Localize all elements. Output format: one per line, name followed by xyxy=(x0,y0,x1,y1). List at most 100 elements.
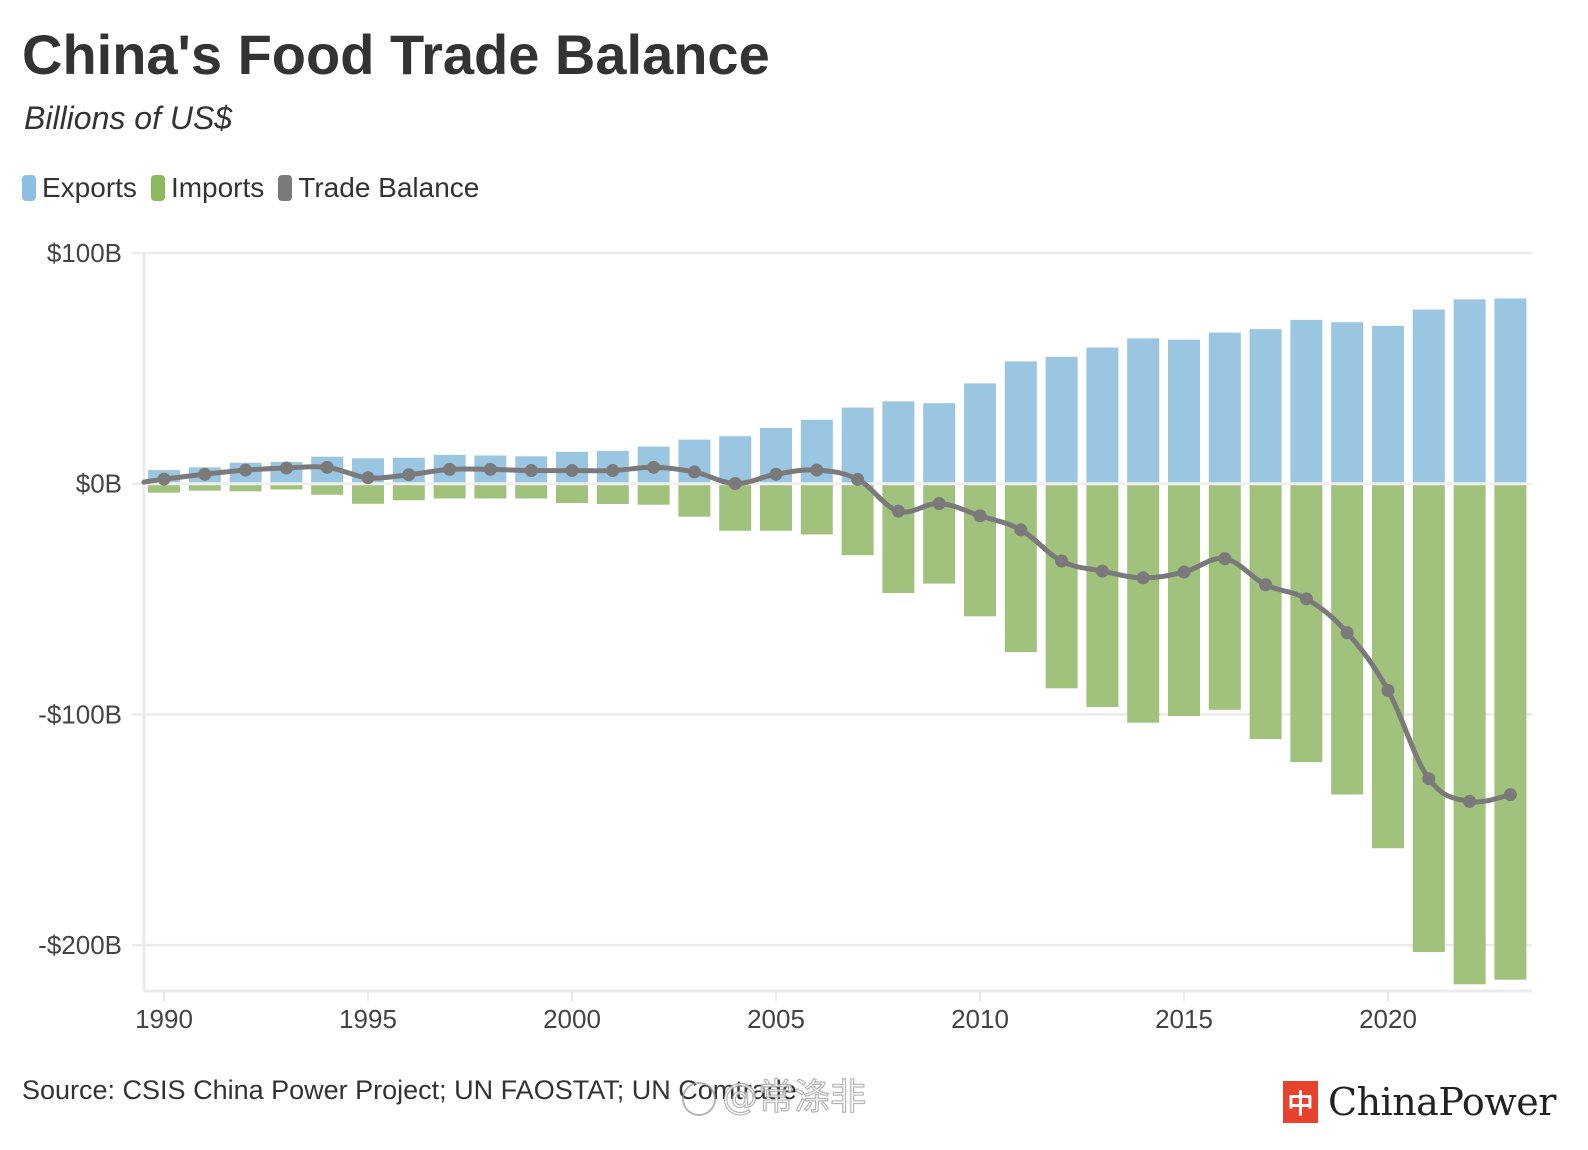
imports-bar xyxy=(1045,483,1078,689)
exports-bar xyxy=(1494,298,1527,484)
imports-bar xyxy=(1494,483,1527,980)
trade-balance-point xyxy=(239,463,253,477)
imports-bar xyxy=(474,483,507,499)
imports-bar xyxy=(964,483,996,617)
trade-balance-point xyxy=(1095,564,1109,578)
legend-item-trade-balance[interactable]: Trade Balance xyxy=(278,172,479,204)
trade-balance-point xyxy=(1055,554,1069,568)
legend-label-imports: Imports xyxy=(170,172,265,203)
trade-balance-point xyxy=(524,464,538,478)
trade-balance-line xyxy=(141,464,1513,805)
trade-balance-point xyxy=(973,509,987,523)
trade-balance-point xyxy=(769,467,783,481)
imports-bar xyxy=(188,483,221,491)
trade-balance-point xyxy=(1259,578,1273,592)
exports-bar xyxy=(841,407,874,484)
x-tick-label: 2005 xyxy=(747,1004,805,1034)
y-tick-label: $100B xyxy=(47,238,122,268)
trade-balance-point xyxy=(851,472,865,486)
imports-bar xyxy=(1208,483,1241,710)
trade-balance-point xyxy=(320,460,334,474)
trade-balance-point xyxy=(1340,626,1354,640)
exports-bar xyxy=(1453,299,1486,484)
trade-balance-point xyxy=(1218,552,1232,566)
exports-bars xyxy=(148,298,1527,484)
imports-bar xyxy=(1453,483,1486,985)
imports-bar xyxy=(515,483,548,499)
trade-balance-point xyxy=(1463,794,1477,808)
trade-balance-point xyxy=(728,476,742,490)
imports-bars xyxy=(148,483,1527,985)
exports-bar xyxy=(1127,338,1160,484)
imports-bar xyxy=(556,483,588,504)
x-axis-labels: 1990 1995 2000 2005 2010 2015 2020 xyxy=(135,1004,1417,1034)
y-tick-label: -$100B xyxy=(38,699,122,729)
brand-name: ChinaPower xyxy=(1328,1080,1556,1124)
exports-bar xyxy=(1208,332,1241,484)
chart-subtitle: Billions of US$ xyxy=(24,100,233,136)
imports-bar xyxy=(392,483,425,501)
exports-bar xyxy=(1290,319,1323,484)
brand[interactable]: 中 ChinaPower xyxy=(1283,1080,1556,1124)
imports-bar xyxy=(270,483,303,490)
imports-bar xyxy=(352,483,384,504)
x-tick-label: 1990 xyxy=(135,1004,193,1034)
trade-balance-point xyxy=(606,464,620,478)
trade-balance-point xyxy=(1381,683,1395,697)
legend-item-exports[interactable]: Exports xyxy=(22,172,137,204)
y-tick-label: -$200B xyxy=(38,930,122,960)
legend-item-imports[interactable]: Imports xyxy=(150,172,265,204)
imports-bar xyxy=(311,483,344,495)
x-tick-label: 1995 xyxy=(339,1004,397,1034)
imports-bar xyxy=(229,483,262,492)
exports-bar xyxy=(923,403,956,484)
trade-balance-point xyxy=(1299,592,1313,606)
weibo-logo-icon xyxy=(682,1082,716,1116)
imports-bar xyxy=(1004,483,1037,653)
trade-balance-point xyxy=(932,497,946,511)
trade-balance-point xyxy=(565,464,579,478)
legend-label-trade-balance: Trade Balance xyxy=(298,172,480,203)
trade-balance-point xyxy=(361,471,375,485)
imports-bar xyxy=(1290,483,1323,763)
x-tick-label: 2020 xyxy=(1359,1004,1417,1034)
exports-bar xyxy=(964,383,996,484)
trade-balance-point xyxy=(647,460,661,474)
x-tick-label: 2010 xyxy=(951,1004,1009,1034)
y-tick-label: $0B xyxy=(76,469,122,499)
x-tick-label: 2015 xyxy=(1155,1004,1213,1034)
exports-bar xyxy=(1412,309,1445,484)
imports-bar xyxy=(800,483,833,535)
trade-balance-point xyxy=(1503,788,1517,802)
exports-bar xyxy=(1249,329,1282,484)
imports-bar xyxy=(760,483,792,531)
imports-bar xyxy=(1249,483,1282,740)
exports-bar xyxy=(1086,347,1119,484)
exports-bar xyxy=(719,436,752,484)
imports-bar xyxy=(882,483,915,594)
exports-bar xyxy=(1168,339,1200,484)
imports-swatch-icon xyxy=(150,175,165,201)
trade-balance-point xyxy=(483,462,497,476)
imports-bar xyxy=(1086,483,1119,708)
imports-bar xyxy=(637,483,670,505)
imports-bar xyxy=(841,483,874,556)
imports-bar xyxy=(596,483,629,505)
imports-bar xyxy=(1412,483,1445,953)
trade-balance-point xyxy=(157,472,171,486)
exports-bar xyxy=(1372,325,1404,484)
trade-balance-point xyxy=(810,463,824,477)
y-axis-labels: $100B $0B -$100B -$200B xyxy=(38,238,122,960)
legend-label-exports: Exports xyxy=(42,172,137,203)
trade-balance-point xyxy=(402,468,416,482)
trade-balance-point xyxy=(198,467,212,481)
trade-balance-swatch-icon xyxy=(278,175,293,201)
imports-bar xyxy=(148,483,180,493)
exports-bar xyxy=(1045,356,1078,484)
imports-bar xyxy=(1168,483,1200,717)
imports-bar xyxy=(1372,483,1404,849)
legend: Exports Imports Trade Balance xyxy=(22,172,493,204)
exports-bar xyxy=(1004,361,1037,484)
trade-balance-point xyxy=(1014,523,1028,537)
